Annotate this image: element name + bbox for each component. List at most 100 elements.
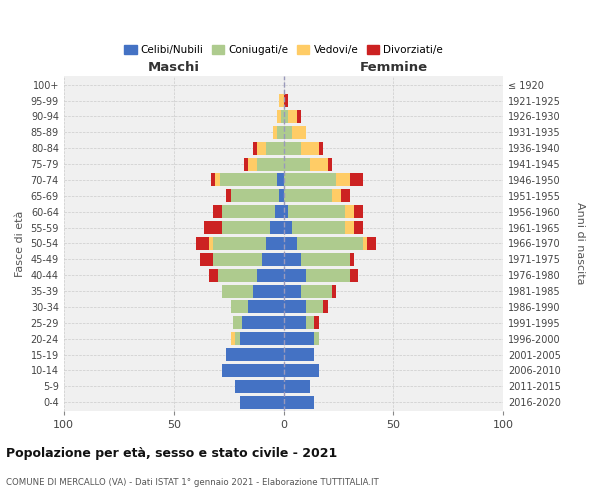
- Text: Popolazione per età, sesso e stato civile - 2021: Popolazione per età, sesso e stato civil…: [6, 448, 337, 460]
- Bar: [277, 126, 284, 139]
- Bar: [305, 300, 323, 314]
- Bar: [284, 142, 301, 154]
- Bar: [211, 174, 215, 186]
- Bar: [239, 332, 284, 345]
- Bar: [235, 380, 284, 393]
- Bar: [350, 268, 358, 281]
- Bar: [284, 94, 288, 107]
- Y-axis label: Anni di nascita: Anni di nascita: [575, 202, 585, 284]
- Bar: [288, 205, 345, 218]
- Bar: [253, 284, 284, 298]
- Bar: [231, 190, 279, 202]
- Bar: [328, 158, 332, 170]
- Bar: [215, 174, 220, 186]
- Bar: [200, 253, 213, 266]
- Bar: [284, 300, 305, 314]
- Bar: [350, 174, 363, 186]
- Bar: [262, 253, 284, 266]
- Bar: [305, 316, 314, 330]
- Bar: [222, 284, 253, 298]
- Bar: [284, 380, 310, 393]
- Bar: [220, 174, 277, 186]
- Bar: [314, 332, 319, 345]
- Bar: [284, 126, 292, 139]
- Bar: [242, 316, 284, 330]
- Bar: [367, 237, 376, 250]
- Bar: [257, 158, 284, 170]
- Bar: [284, 110, 288, 123]
- Bar: [337, 174, 350, 186]
- Bar: [284, 237, 297, 250]
- Bar: [310, 158, 328, 170]
- Bar: [231, 300, 248, 314]
- Bar: [301, 284, 332, 298]
- Bar: [284, 364, 319, 377]
- Bar: [305, 268, 350, 281]
- Bar: [319, 142, 323, 154]
- Bar: [345, 221, 354, 234]
- Bar: [222, 221, 271, 234]
- Bar: [226, 190, 231, 202]
- Bar: [277, 110, 281, 123]
- Bar: [284, 348, 314, 361]
- Bar: [257, 142, 266, 154]
- Bar: [284, 284, 301, 298]
- Bar: [266, 237, 284, 250]
- Bar: [231, 332, 235, 345]
- Bar: [277, 174, 284, 186]
- Bar: [297, 110, 301, 123]
- Legend: Celibi/Nubili, Coniugati/e, Vedovi/e, Divorziati/e: Celibi/Nubili, Coniugati/e, Vedovi/e, Di…: [120, 41, 447, 60]
- Text: Femmine: Femmine: [359, 60, 428, 74]
- Bar: [284, 316, 305, 330]
- Bar: [226, 348, 284, 361]
- Bar: [284, 221, 292, 234]
- Bar: [284, 158, 310, 170]
- Y-axis label: Fasce di età: Fasce di età: [15, 210, 25, 276]
- Bar: [248, 300, 284, 314]
- Bar: [301, 253, 350, 266]
- Bar: [239, 396, 284, 408]
- Bar: [257, 268, 284, 281]
- Bar: [213, 205, 222, 218]
- Bar: [363, 237, 367, 250]
- Bar: [253, 142, 257, 154]
- Bar: [354, 221, 363, 234]
- Bar: [297, 237, 363, 250]
- Bar: [345, 205, 354, 218]
- Bar: [279, 94, 284, 107]
- Bar: [271, 221, 284, 234]
- Bar: [284, 205, 288, 218]
- Bar: [209, 237, 213, 250]
- Bar: [244, 158, 248, 170]
- Text: Maschi: Maschi: [148, 60, 200, 74]
- Bar: [354, 205, 363, 218]
- Bar: [218, 268, 257, 281]
- Bar: [213, 253, 262, 266]
- Bar: [341, 190, 350, 202]
- Bar: [292, 221, 345, 234]
- Bar: [222, 205, 275, 218]
- Bar: [350, 253, 354, 266]
- Bar: [196, 237, 209, 250]
- Bar: [209, 268, 218, 281]
- Bar: [272, 126, 277, 139]
- Bar: [279, 190, 284, 202]
- Bar: [332, 190, 341, 202]
- Text: COMUNE DI MERCALLO (VA) - Dati ISTAT 1° gennaio 2021 - Elaborazione TUTTITALIA.I: COMUNE DI MERCALLO (VA) - Dati ISTAT 1° …: [6, 478, 379, 487]
- Bar: [284, 396, 314, 408]
- Bar: [314, 316, 319, 330]
- Bar: [332, 284, 337, 298]
- Bar: [288, 110, 297, 123]
- Bar: [222, 364, 284, 377]
- Bar: [235, 332, 239, 345]
- Bar: [323, 300, 328, 314]
- Bar: [205, 221, 222, 234]
- Bar: [275, 205, 284, 218]
- Bar: [213, 237, 266, 250]
- Bar: [281, 110, 284, 123]
- Bar: [292, 126, 305, 139]
- Bar: [284, 268, 305, 281]
- Bar: [266, 142, 284, 154]
- Bar: [301, 142, 319, 154]
- Bar: [284, 332, 314, 345]
